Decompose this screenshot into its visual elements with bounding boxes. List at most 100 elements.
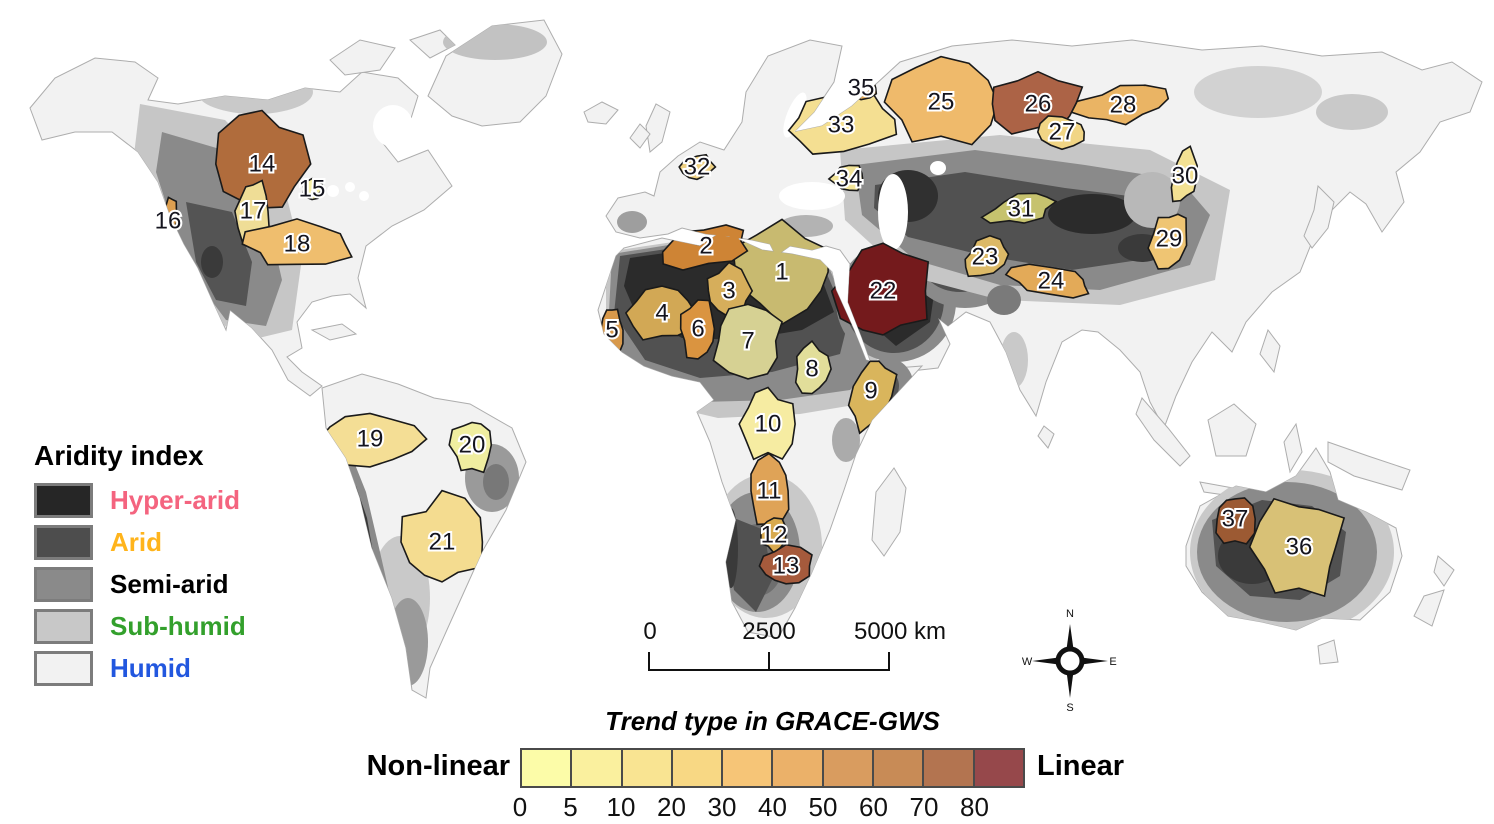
basin-label-28: 28 xyxy=(1110,92,1137,119)
basin-label-9: 9 xyxy=(864,378,877,405)
basin-label-29: 29 xyxy=(1156,226,1183,253)
legend-item-hyper-arid: Hyper-arid xyxy=(34,483,246,518)
basin-label-16: 16 xyxy=(155,208,182,235)
compass-east-label: E xyxy=(1109,656,1116,668)
compass-hub xyxy=(1055,646,1085,676)
scale-bar-line xyxy=(648,652,890,671)
tick-label: 70 xyxy=(909,792,939,822)
compass-west-label: W xyxy=(1022,656,1033,668)
colorbar-cell xyxy=(622,750,673,786)
basin-region-4 xyxy=(624,285,697,341)
basin-label-14: 14 xyxy=(249,151,276,178)
inland-seas xyxy=(327,92,946,250)
tick-label: 40 xyxy=(758,792,787,822)
tick-label: 80 xyxy=(960,792,989,822)
colorbar-cell xyxy=(672,750,724,786)
basin-label-33: 33 xyxy=(828,112,855,139)
basin-label-13: 13 xyxy=(773,553,800,580)
basin-label-22: 22 xyxy=(870,278,897,305)
basin-label-37: 37 xyxy=(1222,506,1249,533)
scale-bar-labels: 0 2500 5000 km xyxy=(643,618,946,648)
basin-label-36: 36 xyxy=(1286,534,1313,561)
basin-region-22 xyxy=(830,242,930,336)
colorbar-cell xyxy=(723,750,774,786)
arid-label: Arid xyxy=(110,527,162,557)
basin-label-20: 20 xyxy=(459,432,486,459)
basin-region-20 xyxy=(448,421,493,474)
basin-region-10 xyxy=(738,386,796,461)
humid-label: Humid xyxy=(110,653,191,683)
basin-label-6: 6 xyxy=(691,316,704,343)
basin-region-14 xyxy=(214,109,312,209)
basin-label-12: 12 xyxy=(761,522,788,549)
hyper-arid-label: Hyper-arid xyxy=(110,485,241,515)
legend-item-humid: Humid xyxy=(34,651,246,686)
trend-colorbar xyxy=(520,748,1025,788)
basin-label-34: 34 xyxy=(836,166,863,193)
colorbar-cell xyxy=(572,750,623,786)
basin-region-21 xyxy=(400,489,484,583)
basin-label-31: 31 xyxy=(1008,196,1035,223)
basin-region-25 xyxy=(883,55,999,146)
basin-label-2: 2 xyxy=(699,233,712,260)
basin-region-24 xyxy=(1004,263,1090,299)
basin-label-7: 7 xyxy=(741,328,754,355)
trend-colorbar-ticks: 0 5 10 20 30 40 50 60 70 80 xyxy=(513,792,1040,822)
legend-item-arid: Arid xyxy=(34,525,246,560)
sub-humid-swatch xyxy=(34,609,93,644)
tick-label: 50 xyxy=(808,792,838,822)
trend-left-label: Non-linear xyxy=(366,750,510,782)
basin-label-21: 21 xyxy=(429,529,456,556)
scale-label-0: 0 xyxy=(643,618,657,645)
basin-label-11: 11 xyxy=(757,478,782,505)
basin-region-27 xyxy=(1036,115,1086,151)
basin-region-30 xyxy=(1170,145,1198,203)
semi-arid-swatch xyxy=(34,567,93,602)
basin-label-32: 32 xyxy=(684,154,711,181)
tick-label: 10 xyxy=(606,792,636,822)
basin-label-25: 25 xyxy=(928,89,955,116)
humid-swatch xyxy=(34,651,93,686)
basin-region-34 xyxy=(827,164,864,192)
basin-label-1: 1 xyxy=(775,259,788,286)
tick-label: 0 xyxy=(512,792,528,822)
aridity-legend: Aridity index Hyper-arid Arid Semi-arid … xyxy=(34,440,246,694)
basin-region-8 xyxy=(794,339,832,395)
tick-label: 20 xyxy=(657,792,686,822)
basin-label-24: 24 xyxy=(1038,268,1065,295)
basin-label-15: 15 xyxy=(299,176,326,203)
basin-region-18 xyxy=(241,218,353,266)
basin-region-36 xyxy=(1248,497,1346,598)
basin-region-31 xyxy=(980,192,1058,224)
basin-label-23: 23 xyxy=(972,244,999,271)
colorbar-cell xyxy=(773,750,824,786)
basin-label-8: 8 xyxy=(805,356,818,383)
basin-region-7 xyxy=(712,303,784,380)
basin-label-18: 18 xyxy=(284,231,311,258)
basin-region-28 xyxy=(1070,84,1170,126)
legend-item-sub-humid: Sub-humid xyxy=(34,609,246,644)
aridity-legend-title: Aridity index xyxy=(34,440,204,471)
scale-bar: 0 2500 5000 km xyxy=(643,618,946,674)
basin-label-4: 4 xyxy=(655,300,668,327)
colorbar-cell xyxy=(874,750,925,786)
tick-label: 5 xyxy=(563,792,578,822)
basin-region-37 xyxy=(1215,497,1257,545)
basin-region-23 xyxy=(964,234,1010,278)
basin-region-29 xyxy=(1147,213,1188,270)
scale-label-5000: 5000 km xyxy=(853,618,947,645)
basin-label-3: 3 xyxy=(722,278,735,305)
basin-region-6 xyxy=(679,299,716,360)
basin-label-10: 10 xyxy=(755,411,782,438)
legend-item-semi-arid: Semi-arid xyxy=(34,567,246,602)
trend-legend-title: Trend type in GRACE-GWS xyxy=(605,706,940,736)
basin-label-17: 17 xyxy=(240,198,267,225)
colorbar-cell xyxy=(974,750,1023,786)
scale-label-2500: 2500 xyxy=(742,618,796,645)
basin-label-5: 5 xyxy=(605,317,618,344)
basin-label-30: 30 xyxy=(1172,163,1199,190)
semi-arid-label: Semi-arid xyxy=(110,569,229,599)
basin-label-35: 35 xyxy=(848,75,875,102)
